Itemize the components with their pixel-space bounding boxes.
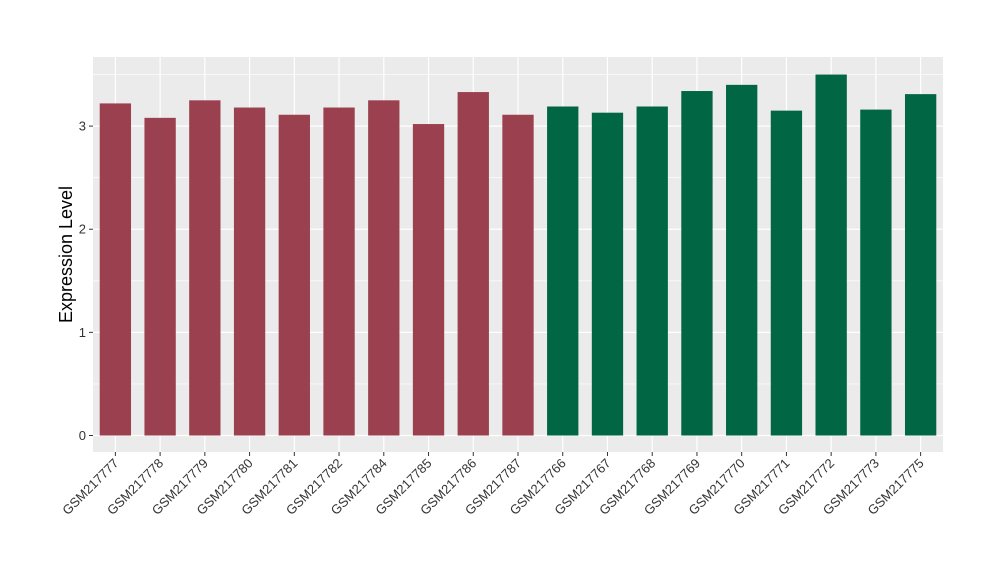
y-tick-label: 2 (79, 222, 86, 237)
bar-GSM217782 (323, 107, 355, 436)
bars (99, 74, 937, 436)
bar-GSM217777 (99, 103, 132, 436)
bar-GSM217778 (144, 117, 176, 436)
bar-GSM217767 (591, 112, 624, 436)
bar-GSM217785 (412, 124, 445, 436)
bar-GSM217770 (726, 84, 758, 436)
bar-GSM217787 (502, 114, 534, 436)
bar-GSM217768 (636, 106, 668, 436)
bar-GSM217786 (457, 92, 489, 436)
x-axis-ticks: GSM217777GSM217778GSM217779GSM217780GSM2… (59, 452, 927, 518)
y-tick-label: 0 (79, 428, 86, 443)
bar-GSM217780 (233, 107, 266, 436)
y-axis-ticks: 0 1 2 3 (79, 119, 93, 443)
bar-GSM217781 (278, 114, 310, 436)
bar-GSM217769 (681, 91, 713, 436)
bar-GSM217772 (815, 74, 847, 436)
bar-GSM217771 (770, 110, 803, 436)
bar-GSM217779 (189, 100, 221, 436)
y-tick-label: 1 (79, 325, 86, 340)
bar-GSM217775 (904, 94, 937, 436)
bar-GSM217784 (368, 100, 400, 436)
bar-GSM217766 (547, 106, 579, 436)
y-axis-label: Expression Level (56, 186, 76, 323)
y-tick-label: 3 (79, 119, 86, 134)
bar-GSM217773 (860, 109, 892, 436)
